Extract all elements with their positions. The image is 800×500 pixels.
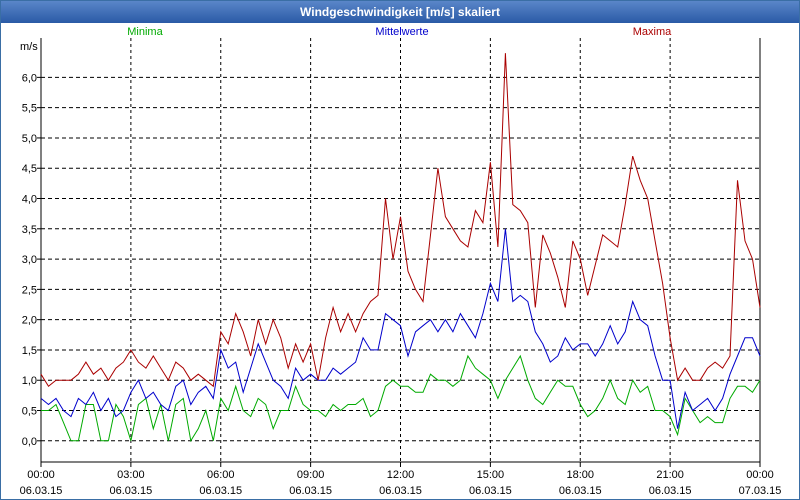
y-tick-label: 1,5	[22, 345, 37, 357]
y-tick-label: 4,0	[22, 194, 37, 206]
x-tick-date-label: 06.03.15	[289, 485, 332, 497]
y-tick-label: 1,0	[22, 375, 37, 387]
series-line-maxima	[40, 53, 761, 388]
legend-entry-minima: Minima	[127, 26, 163, 38]
y-tick-label: 3,5	[22, 224, 37, 236]
x-tick-date-label: 06.03.15	[559, 485, 602, 497]
x-tick-date-label: 06.03.15	[199, 485, 242, 497]
x-tick-time-label: 06:00	[207, 469, 235, 481]
y-tick-label: 5,0	[22, 133, 37, 145]
y-axis-unit-label: m/s	[20, 41, 38, 53]
y-tick-label: 0,0	[22, 436, 37, 448]
x-tick-time-label: 09:00	[297, 469, 325, 481]
x-tick-time-label: 12:00	[387, 469, 415, 481]
label-layer: 0,0 0,5 1,0 1,5 2,0 2,5 3,0 3,5 4,0 4,5 5,0 5,5 6,0 0…	[20, 26, 782, 497]
x-tick-time-label: 03:00	[117, 469, 145, 481]
legend-entry-mittelwerte: Mittelwerte	[375, 26, 428, 38]
x-tick-time-label: 18:00	[566, 469, 594, 481]
x-tick-time-label: 00:00	[27, 469, 55, 481]
x-tick-date-label: 06.03.15	[109, 485, 152, 497]
y-tick-label: 0,5	[22, 406, 37, 418]
window-title: Windgeschwindigkeit [m/s] skaliert	[1, 1, 799, 23]
x-tick-date-label: 06.03.15	[649, 485, 692, 497]
x-tick-time-label: 15:00	[477, 469, 505, 481]
legend-entry-maxima: Maxima	[633, 26, 672, 38]
x-tick-time-label: 00:00	[746, 469, 774, 481]
x-tick-date-label: 07.03.15	[739, 485, 782, 497]
y-tick-label: 6,0	[22, 72, 37, 84]
series-layer	[40, 53, 761, 443]
x-tick-date-label: 06.03.15	[379, 485, 422, 497]
y-tick-label: 3,0	[22, 254, 37, 266]
y-tick-label: 5,5	[22, 103, 37, 115]
y-tick-label: 2,5	[22, 284, 37, 296]
y-tick-label: 2,0	[22, 315, 37, 327]
x-tick-date-label: 06.03.15	[20, 485, 63, 497]
x-tick-time-label: 21:00	[656, 469, 684, 481]
axis-layer	[37, 38, 761, 467]
grid-layer	[41, 38, 760, 462]
series-line-mittelwerte	[40, 228, 761, 429]
x-tick-date-label: 06.03.15	[469, 485, 512, 497]
y-tick-label: 4,5	[22, 163, 37, 175]
